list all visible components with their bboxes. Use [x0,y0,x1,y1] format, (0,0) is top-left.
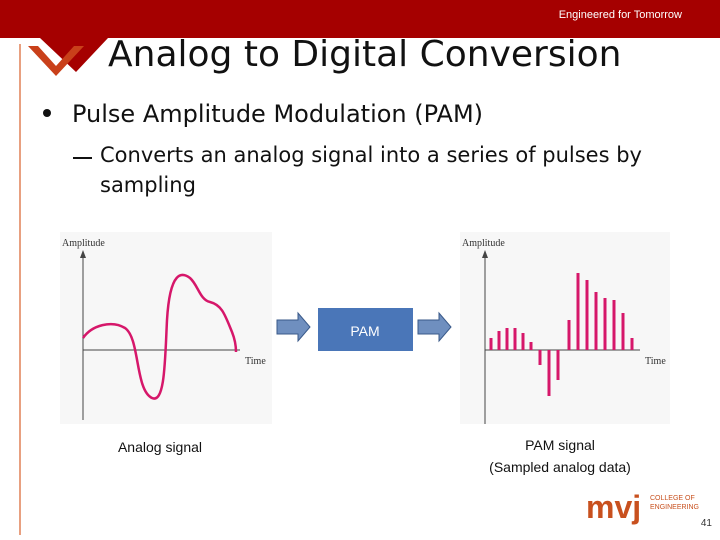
sub-bullet-text: Converts an analog signal into a series … [100,143,642,197]
arrow [417,311,452,343]
analog-wave [81,273,238,400]
figure-caption: Analog signal [118,439,202,455]
axis-arrow [80,250,86,258]
y-axis-label: Amplitude [62,238,105,249]
logo-sub: ENGINEERING [650,504,699,511]
bullet-dot [43,109,51,117]
x-axis-label: Time [245,356,266,367]
pam-pulses [489,273,634,396]
tagline: Engineered for Tomorrow [559,9,682,21]
x-axis-label: Time [645,356,666,367]
figure-bg [460,232,670,424]
header-band [0,0,720,30]
pam-box-label: PAM [350,323,379,339]
axis-arrow [482,250,488,258]
figure-caption: (Sampled analog data) [489,459,631,475]
slide-title: Analog to Digital Conversion [108,34,621,75]
logo-sub: COLLEGE OF [650,495,695,502]
figure-caption: PAM signal [525,437,595,453]
sub-bullet-box: Converts an analog signal into a series … [100,143,642,197]
arrow [276,311,311,343]
y-axis-label: Amplitude [462,238,505,249]
page-number: 41 [701,518,713,529]
pam-box [318,308,413,351]
header-mark [28,46,84,76]
logo: mvj [586,489,641,525]
bullet-text: Pulse Amplitude Modulation (PAM) [72,100,483,128]
header-chevron [0,30,720,72]
